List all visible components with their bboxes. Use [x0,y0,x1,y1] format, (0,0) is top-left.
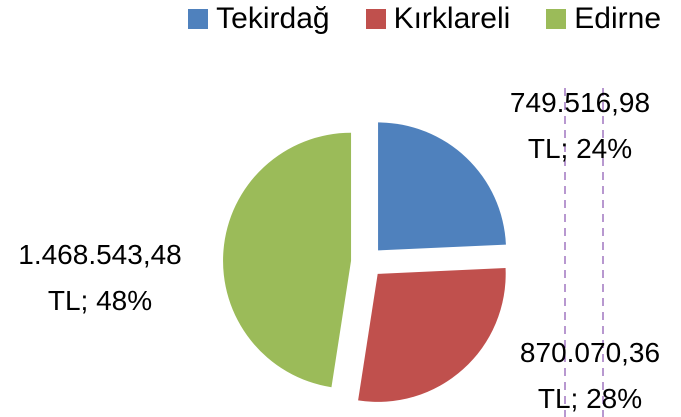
legend: Tekirdağ Kırklareli Edirne [0,2,681,36]
legend-label: Edirne [574,2,661,35]
legend-label: Kırklareli [393,2,511,35]
legend-label: Tekirdağ [216,2,330,35]
legend-swatch [365,9,386,29]
legend-item: Kırklareli [365,2,511,36]
data-label: 749.516,98 TL; 24% [509,87,651,164]
legend-item: Edirne [546,2,661,36]
pie-slice [358,268,506,402]
data-label: 1.468.543,48 TL; 48% [18,239,182,316]
pie-slice [223,132,352,388]
data-label: 870.070,36 TL; 28% [519,337,661,414]
legend-swatch [188,9,209,29]
legend-swatch [546,9,567,29]
pie-slice [378,122,506,251]
legend-item: Tekirdağ [188,2,330,36]
